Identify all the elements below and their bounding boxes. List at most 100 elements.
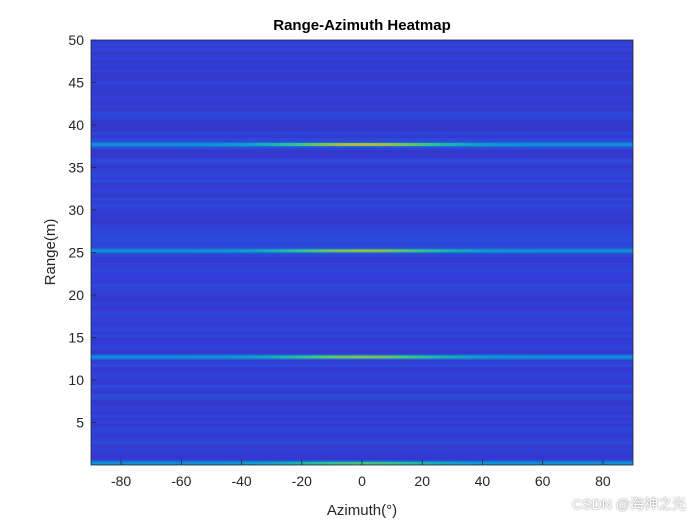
noise-streak (91, 319, 633, 323)
noise-streak (91, 351, 633, 356)
noise-streak (91, 271, 633, 275)
noise-streak (91, 253, 633, 258)
noise-streak (91, 66, 633, 70)
noise-streak (91, 453, 633, 457)
noise-streak (91, 375, 633, 380)
noise-streak (91, 131, 633, 136)
noise-streak (91, 102, 633, 106)
noise-streak (91, 113, 633, 118)
noise-streak (91, 259, 633, 263)
y-axis-title: Range(m) (42, 219, 59, 286)
y-tick-label: 20 (68, 287, 84, 303)
noise-streak (91, 387, 633, 391)
noise-streak (91, 435, 633, 439)
noise-streak (91, 268, 633, 272)
noise-streak (91, 134, 633, 139)
y-tick-label: 5 (76, 415, 84, 431)
noise-streak (91, 69, 633, 73)
noise-streak (91, 331, 633, 335)
target-band (91, 247, 633, 254)
noise-streak (91, 218, 633, 222)
y-axis: 5 10 15 20 25 30 35 40 45 50 (68, 32, 96, 431)
noise-streak (91, 188, 633, 192)
x-tick-label: 40 (475, 473, 491, 489)
noise-streak (91, 60, 633, 64)
noise-streak (91, 346, 633, 350)
noise-streak (91, 328, 633, 332)
noise-streak (91, 90, 633, 94)
y-tick-label: 25 (68, 245, 84, 261)
noise-streak (91, 155, 633, 159)
noise-streak (91, 197, 633, 201)
noise-streak (91, 235, 633, 240)
noise-streak (91, 158, 633, 162)
noise-streak (91, 54, 633, 58)
noise-streak (91, 122, 633, 127)
x-axis-title: Azimuth(°) (327, 502, 397, 519)
x-axis: -80 -60 -40 -20 0 20 40 60 80 (111, 460, 611, 489)
noise-streak (91, 212, 633, 216)
noise-streak (91, 405, 633, 409)
noise-streak (91, 426, 633, 430)
x-tick-label: 0 (358, 473, 366, 489)
noise-streak (91, 289, 633, 293)
y-tick-label: 15 (68, 330, 84, 346)
noise-streak (91, 444, 633, 448)
noise-streak (91, 307, 633, 311)
noise-streak (91, 57, 633, 61)
noise-streak (91, 105, 633, 109)
noise-streak (91, 277, 633, 281)
x-tick-label: -80 (111, 473, 131, 489)
noise-streak (91, 411, 633, 415)
noise-streak (91, 447, 633, 451)
noise-streak (91, 179, 633, 183)
noise-streak (91, 456, 633, 460)
noise-streak (91, 429, 633, 433)
noise-streak (91, 96, 633, 100)
noise-streak (91, 182, 633, 186)
chart-title: Range-Azimuth Heatmap (273, 17, 451, 34)
noise-streak (91, 390, 633, 394)
noise-streak (91, 232, 633, 237)
noise-streak (91, 72, 633, 76)
noise-streak (91, 366, 633, 371)
noise-streak (91, 45, 633, 49)
noise-streak (91, 438, 633, 442)
x-tick-label: -40 (231, 473, 251, 489)
noise-streak (91, 393, 633, 397)
noise-streak (91, 441, 633, 445)
y-tick-label: 30 (68, 202, 84, 218)
noise-streak (91, 414, 633, 418)
y-tick-label: 10 (68, 372, 84, 388)
noise-streak (91, 229, 633, 234)
x-tick-label: -20 (292, 473, 312, 489)
noise-streak (91, 450, 633, 454)
noise-streak (91, 149, 633, 153)
noise-streak (91, 221, 633, 225)
noise-streak (91, 399, 633, 403)
noise-streak (91, 334, 633, 338)
x-tick-label: -60 (171, 473, 191, 489)
noise-streak (91, 227, 633, 231)
plot-area (91, 40, 633, 465)
noise-streak (91, 194, 633, 198)
noise-streak (91, 369, 633, 374)
noise-streak (91, 256, 633, 261)
noise-streak (91, 78, 633, 82)
noise-streak (91, 191, 633, 195)
noise-streak (91, 185, 633, 189)
noise-streak (91, 167, 633, 171)
noise-streak (91, 161, 633, 165)
y-tick-label: 50 (68, 32, 84, 48)
noise-streak (91, 337, 633, 341)
noise-streak (91, 209, 633, 213)
noise-streak (91, 128, 633, 133)
y-tick-label: 40 (68, 117, 84, 133)
noise-streak (91, 152, 633, 156)
x-tick-label: 60 (535, 473, 551, 489)
watermark: CSDN @海神之光 (572, 496, 686, 512)
noise-streak (91, 298, 633, 302)
noise-streak (91, 262, 633, 266)
noise-streak (91, 48, 633, 52)
